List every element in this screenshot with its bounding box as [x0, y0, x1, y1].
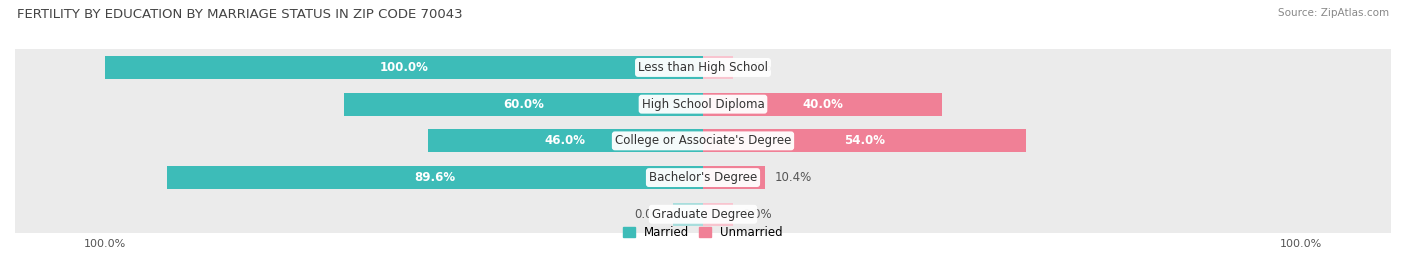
Text: Graduate Degree: Graduate Degree	[652, 208, 754, 221]
Text: High School Diploma: High School Diploma	[641, 98, 765, 111]
Text: 54.0%: 54.0%	[844, 134, 884, 147]
Bar	[15, 122, 1391, 159]
Text: 40.0%: 40.0%	[803, 98, 844, 111]
Text: 46.0%: 46.0%	[546, 134, 586, 147]
Bar	[344, 93, 703, 116]
Bar	[703, 166, 765, 189]
Text: Less than High School: Less than High School	[638, 61, 768, 74]
Bar	[673, 203, 703, 226]
Bar	[427, 129, 703, 152]
Text: 100.0%: 100.0%	[380, 61, 429, 74]
Bar	[15, 159, 1391, 196]
Text: 0.0%: 0.0%	[742, 208, 772, 221]
Bar	[15, 86, 1391, 122]
Text: 89.6%: 89.6%	[415, 171, 456, 184]
Bar	[167, 166, 703, 189]
Text: Bachelor's Degree: Bachelor's Degree	[650, 171, 756, 184]
Text: College or Associate's Degree: College or Associate's Degree	[614, 134, 792, 147]
Bar	[15, 49, 1391, 86]
Text: 0.0%: 0.0%	[742, 61, 772, 74]
Text: FERTILITY BY EDUCATION BY MARRIAGE STATUS IN ZIP CODE 70043: FERTILITY BY EDUCATION BY MARRIAGE STATU…	[17, 8, 463, 21]
Bar	[104, 56, 703, 79]
Bar	[703, 129, 1026, 152]
Bar	[703, 56, 733, 79]
Bar	[703, 203, 733, 226]
Text: Source: ZipAtlas.com: Source: ZipAtlas.com	[1278, 8, 1389, 18]
Bar	[15, 196, 1391, 233]
Legend: Married, Unmarried: Married, Unmarried	[619, 221, 787, 243]
Text: 10.4%: 10.4%	[775, 171, 811, 184]
Text: 0.0%: 0.0%	[634, 208, 664, 221]
Text: 60.0%: 60.0%	[503, 98, 544, 111]
Bar	[703, 93, 942, 116]
